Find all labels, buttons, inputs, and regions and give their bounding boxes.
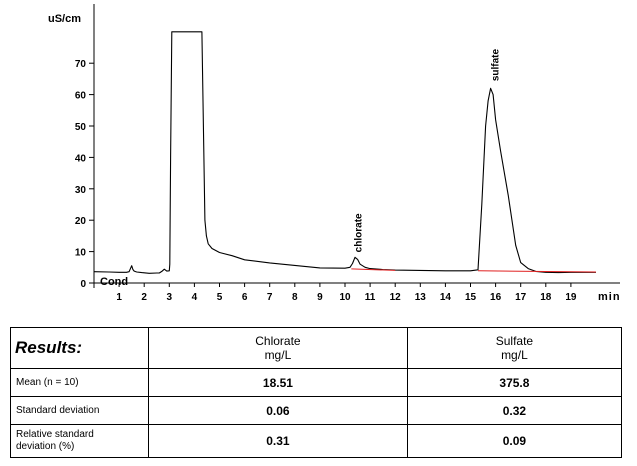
peak-label: sulfate [490, 49, 501, 82]
cell-std-dev-sulfate: 0.32 [406, 396, 623, 425]
x-tick-label: 4 [192, 292, 198, 303]
y-ticks: 0 10 20 30 40 50 60 70 [75, 59, 94, 290]
x-tick-label: 12 [390, 292, 402, 303]
x-tick-label: 6 [242, 292, 248, 303]
row-label-rsd: Relative standard deviation (%) [10, 424, 149, 458]
y-tick-label: 30 [75, 185, 87, 196]
cell-std-dev-chlorate: 0.06 [148, 396, 408, 425]
x-tick-label: 11 [365, 292, 376, 303]
y-tick-label: 0 [80, 279, 86, 290]
results-header-row: Results: Chlorate mg/L Sulfate mg/L [10, 327, 623, 369]
x-tick-label: 15 [465, 292, 477, 303]
results-table: Results: Chlorate mg/L Sulfate mg/L Mean… [10, 327, 623, 458]
trace-label: Cond [100, 276, 128, 288]
table-row: Mean (n = 10) 18.51 375.8 [10, 368, 623, 397]
column-unit: mg/L [264, 348, 292, 362]
x-tick-label: 16 [490, 292, 502, 303]
column-unit: mg/L [501, 348, 528, 362]
x-tick-label: 18 [540, 292, 552, 303]
x-tick-label: 2 [141, 292, 147, 303]
baseline-fit-line [351, 268, 396, 271]
x-tick-label: 1 [116, 292, 122, 303]
table-row: Relative standard deviation (%) 0.31 0.0… [10, 424, 623, 458]
y-tick-label: 70 [75, 59, 87, 70]
column-header-sulfate: Sulfate mg/L [406, 327, 623, 369]
x-axis-label: min [598, 291, 621, 303]
conductivity-trace [93, 31, 596, 274]
peak-label: chlorate [354, 213, 365, 252]
y-tick-label: 50 [75, 122, 87, 133]
column-header-chlorate: Chlorate mg/L [148, 327, 408, 369]
peak-annotations: chlorate sulfate [354, 49, 502, 253]
row-label-line: Relative standard [16, 429, 94, 440]
row-label-mean: Mean (n = 10) [10, 368, 149, 397]
results-title: Results: [10, 327, 149, 369]
x-tick-label: 10 [339, 292, 351, 303]
x-tick-label: 17 [515, 292, 527, 303]
y-tick-label: 20 [75, 216, 87, 227]
x-ticks: 1 2 3 4 5 6 7 8 9 10 11 12 13 14 15 16 17 18 19 [116, 283, 577, 303]
baseline-fit-line [477, 270, 597, 273]
series-layer [93, 31, 597, 274]
cell-mean-chlorate: 18.51 [148, 368, 408, 397]
column-name: Sulfate [495, 334, 534, 348]
y-tick-label: 40 [75, 153, 87, 164]
column-name: Chlorate [255, 334, 301, 348]
x-tick-label: 13 [415, 292, 427, 303]
y-tick-label: 60 [75, 91, 87, 102]
cell-rsd-chlorate: 0.31 [148, 424, 408, 458]
cell-rsd-sulfate: 0.09 [406, 424, 623, 458]
x-tick-label: 8 [292, 292, 298, 303]
row-label-line: deviation (%) [16, 441, 75, 452]
row-label-std-dev: Standard deviation [10, 396, 149, 425]
y-tick-label: 10 [75, 248, 87, 259]
x-tick-label: 3 [167, 292, 173, 303]
x-tick-label: 14 [440, 292, 452, 303]
x-tick-label: 9 [317, 292, 323, 303]
x-tick-label: 7 [267, 292, 273, 303]
y-axis-label: uS/cm [48, 13, 81, 25]
x-tick-label: 5 [217, 292, 223, 303]
cell-mean-sulfate: 375.8 [406, 368, 623, 397]
x-tick-label: 19 [565, 292, 577, 303]
table-row: Standard deviation 0.06 0.32 [10, 396, 623, 425]
